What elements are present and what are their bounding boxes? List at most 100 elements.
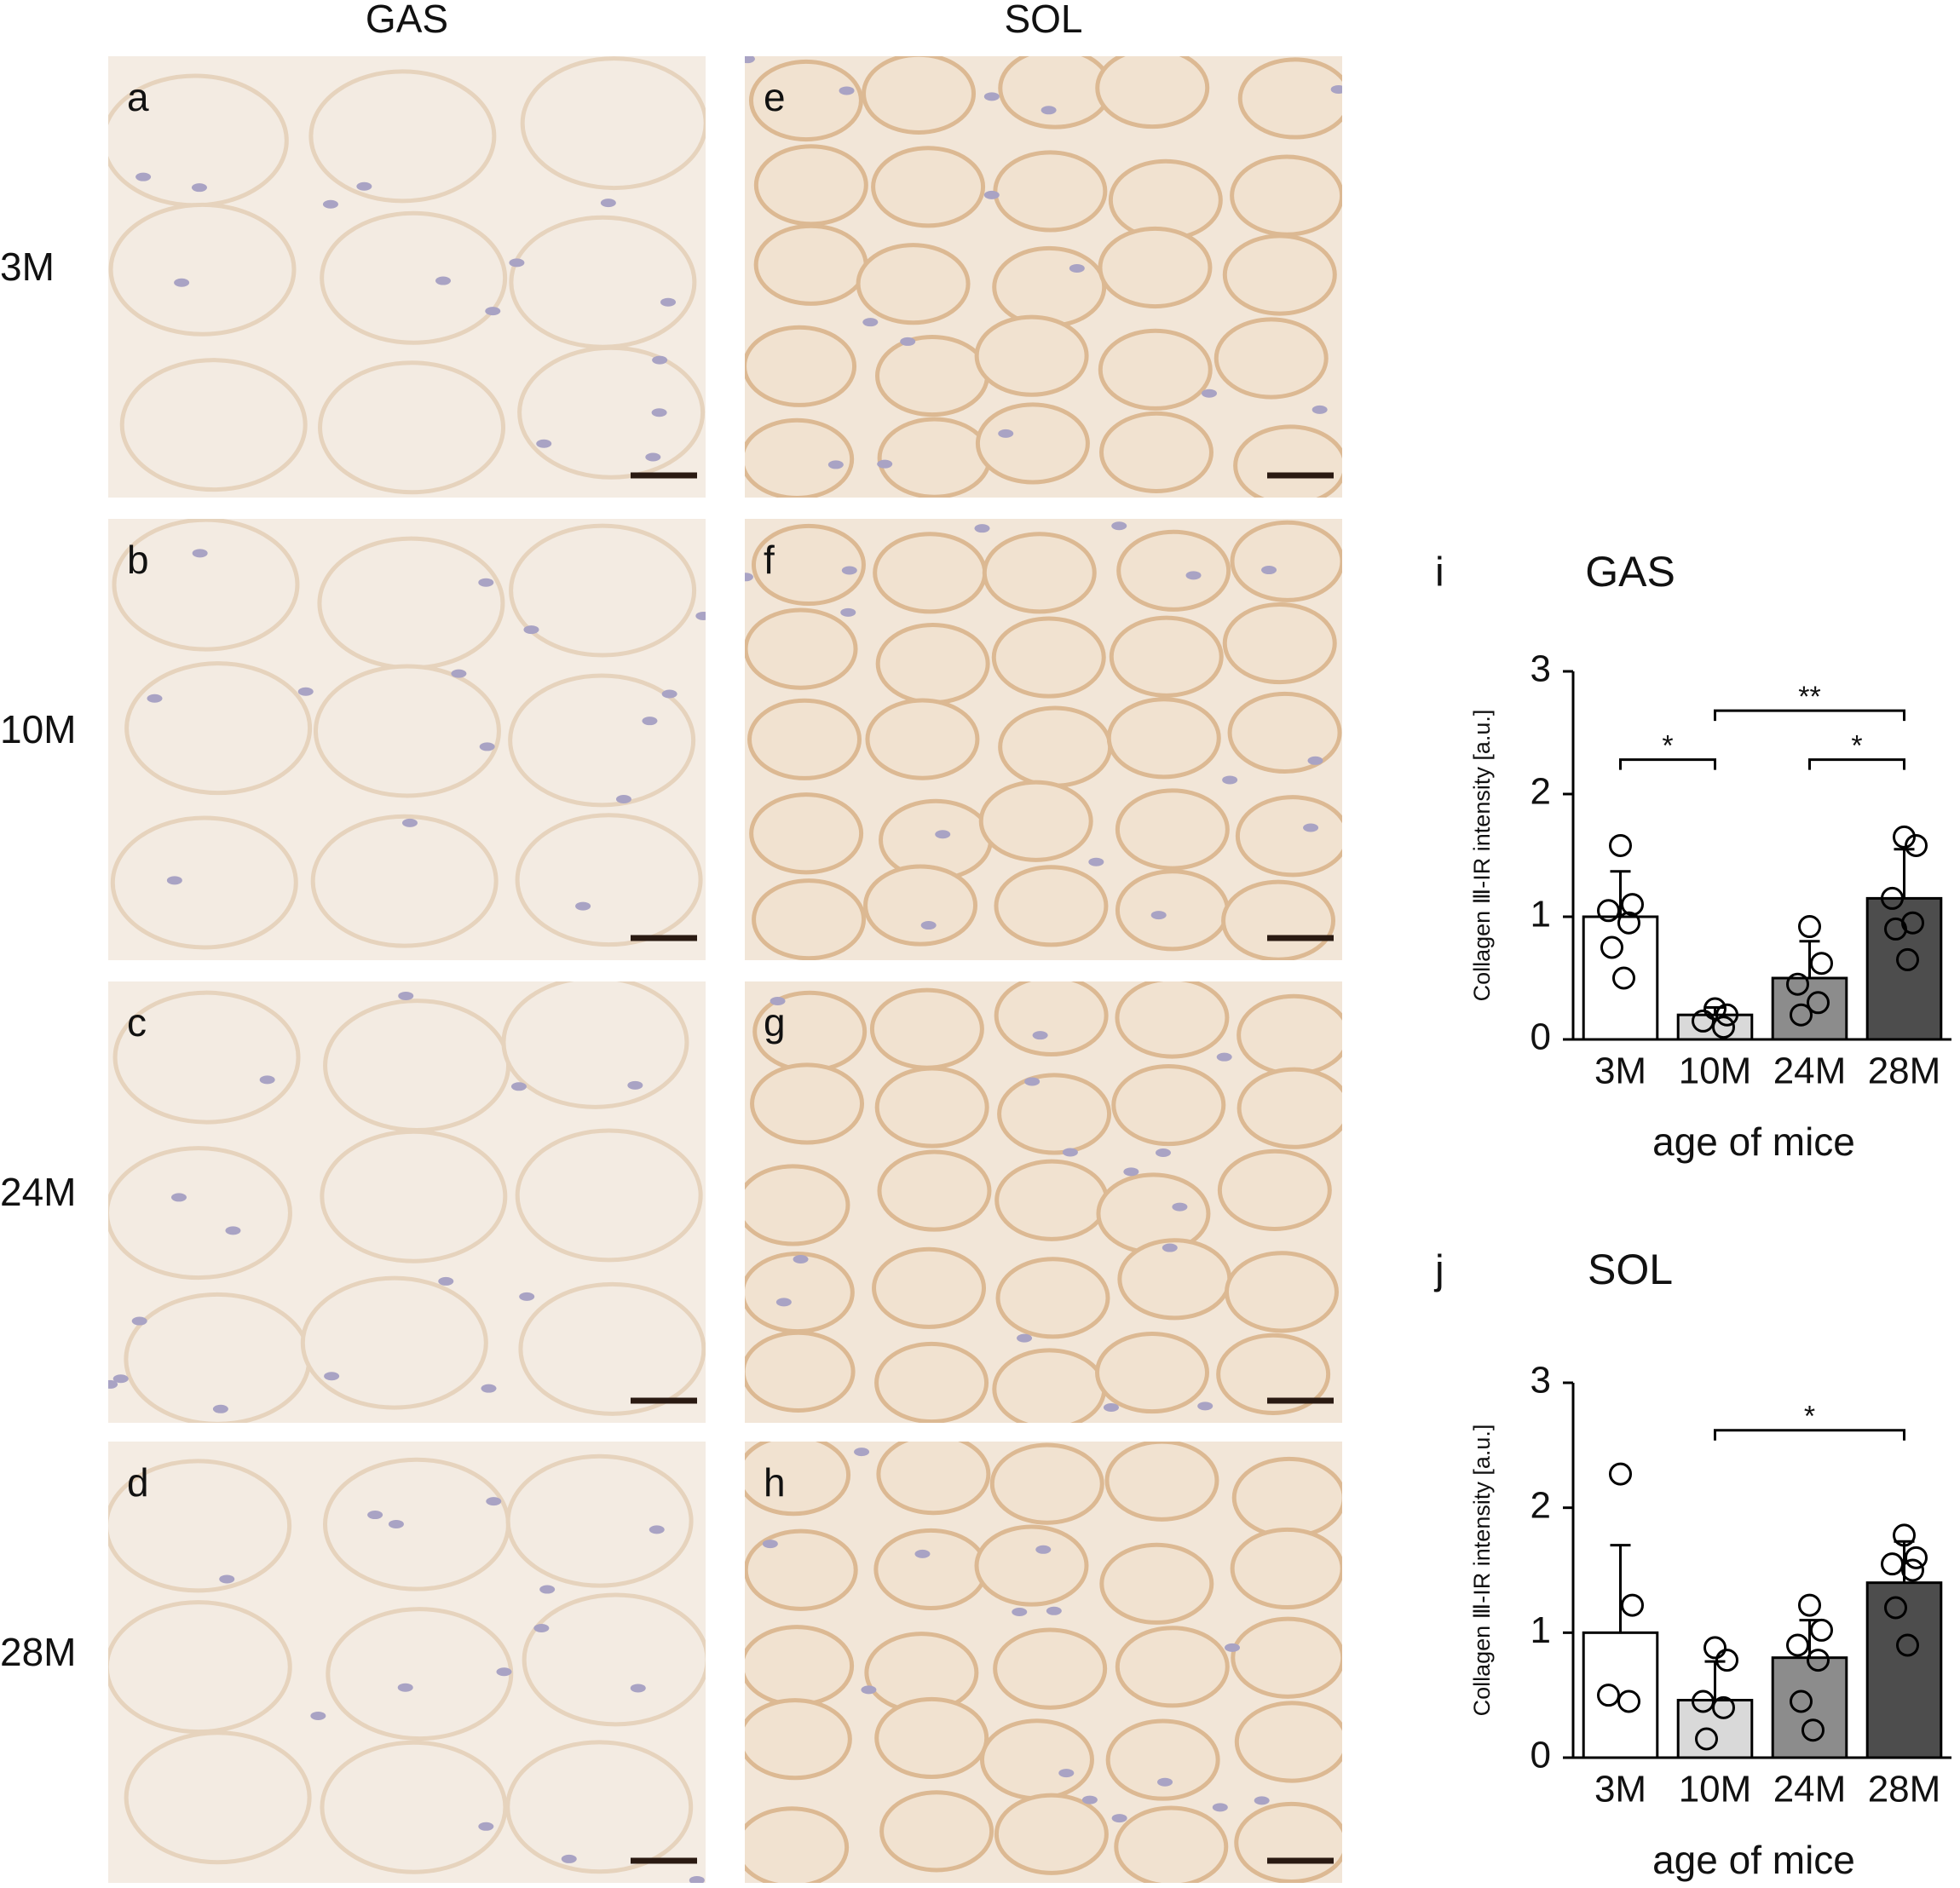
nucleus	[642, 717, 658, 726]
nucleus	[695, 611, 706, 620]
data-point	[1715, 1003, 1738, 1027]
nucleus	[827, 460, 844, 469]
fiber	[1217, 1148, 1332, 1231]
fiber	[1111, 1063, 1226, 1147]
data-point	[1703, 997, 1727, 1021]
nucleus	[485, 307, 501, 316]
nucleus	[1123, 1167, 1139, 1177]
nucleus	[324, 1372, 340, 1381]
data-point	[1597, 1684, 1620, 1707]
fiber	[745, 1164, 850, 1246]
nucleus	[762, 1540, 778, 1549]
nucleus	[649, 1525, 665, 1534]
nucleus	[1307, 756, 1323, 765]
cells	[108, 1453, 706, 1883]
nucleus	[481, 1384, 497, 1393]
y-tick-label: 2	[1531, 771, 1551, 813]
nucleus	[575, 901, 591, 911]
fiber	[874, 1341, 989, 1423]
fiber	[871, 146, 986, 228]
fiber	[505, 1740, 694, 1874]
fiber	[1216, 1333, 1331, 1415]
fiber	[877, 1149, 992, 1232]
data-point	[1801, 1718, 1825, 1742]
fiber	[320, 1740, 508, 1874]
nucleus	[745, 573, 753, 582]
data-point	[1600, 935, 1623, 959]
fiber	[993, 1627, 1108, 1710]
fiber	[1098, 328, 1213, 411]
data-point	[1703, 1636, 1727, 1660]
panel-letter: d	[127, 1460, 149, 1505]
nucleus	[479, 742, 495, 751]
data-point	[1905, 1546, 1928, 1569]
fiber	[747, 698, 862, 780]
fiber	[124, 1730, 312, 1865]
fiber	[749, 792, 864, 875]
fiber	[869, 987, 984, 1070]
nucleus	[1185, 571, 1202, 580]
fiber	[1105, 1718, 1220, 1801]
micrograph	[745, 1442, 1342, 1883]
panel-letter: h	[764, 1460, 786, 1505]
fiber	[745, 1528, 858, 1611]
fiber	[108, 1459, 292, 1593]
data-point	[1617, 911, 1640, 935]
significance-bracket	[1714, 1429, 1905, 1441]
fiber	[750, 1062, 865, 1145]
nucleus	[367, 1511, 383, 1520]
panel-letter: g	[764, 1000, 786, 1045]
significance-bracket	[1808, 758, 1905, 770]
chart-title: GAS	[1585, 548, 1675, 596]
fiber	[1109, 615, 1224, 698]
row-label: 24M	[0, 1170, 76, 1214]
nucleus	[652, 355, 668, 365]
nucleus	[914, 1549, 931, 1558]
nucleus	[1069, 263, 1085, 273]
nucleus	[661, 689, 677, 699]
fiber	[1099, 1542, 1214, 1625]
data-point	[1798, 915, 1821, 939]
nucleus	[435, 276, 452, 285]
nucleus	[297, 687, 314, 696]
fiber	[1095, 56, 1210, 130]
nucleus	[983, 92, 1000, 101]
bar	[1676, 1699, 1754, 1759]
data-point	[1810, 952, 1833, 976]
panel-letter: c	[127, 1000, 147, 1045]
nucleus	[108, 1379, 118, 1389]
fiber	[873, 1528, 989, 1611]
fiber	[1098, 226, 1213, 309]
data-point	[1597, 899, 1620, 923]
fiber	[308, 69, 497, 204]
nucleus	[174, 278, 190, 287]
data-point	[1807, 991, 1830, 1015]
x-tick-label: 28M	[1868, 1050, 1941, 1092]
fiber	[748, 59, 863, 142]
fiber	[745, 1698, 852, 1781]
nucleus	[166, 876, 182, 885]
nucleus	[1172, 1202, 1188, 1212]
nucleus	[1012, 1607, 1028, 1616]
nucleus	[225, 1226, 241, 1235]
fiber	[1106, 697, 1221, 780]
fiber	[874, 1696, 989, 1780]
fiber	[1115, 1626, 1230, 1708]
fiber	[1233, 424, 1342, 498]
fiber	[1234, 1801, 1342, 1883]
fiber	[863, 864, 978, 947]
fiber	[1095, 1331, 1210, 1414]
fiber	[745, 1625, 855, 1707]
fiber	[518, 1281, 706, 1416]
nucleus	[356, 181, 372, 191]
data-point	[1884, 1596, 1907, 1620]
data-point	[1786, 1633, 1809, 1657]
fiber	[1225, 1251, 1339, 1333]
bar	[1582, 915, 1659, 1041]
nucleus	[533, 1623, 550, 1632]
nucleus	[660, 297, 677, 307]
fiber	[992, 245, 1107, 329]
nucleus	[861, 1685, 877, 1695]
nucleus	[451, 669, 467, 678]
fiber	[520, 56, 706, 191]
